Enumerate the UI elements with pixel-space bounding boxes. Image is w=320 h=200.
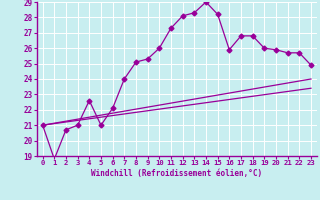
- X-axis label: Windchill (Refroidissement éolien,°C): Windchill (Refroidissement éolien,°C): [91, 169, 262, 178]
